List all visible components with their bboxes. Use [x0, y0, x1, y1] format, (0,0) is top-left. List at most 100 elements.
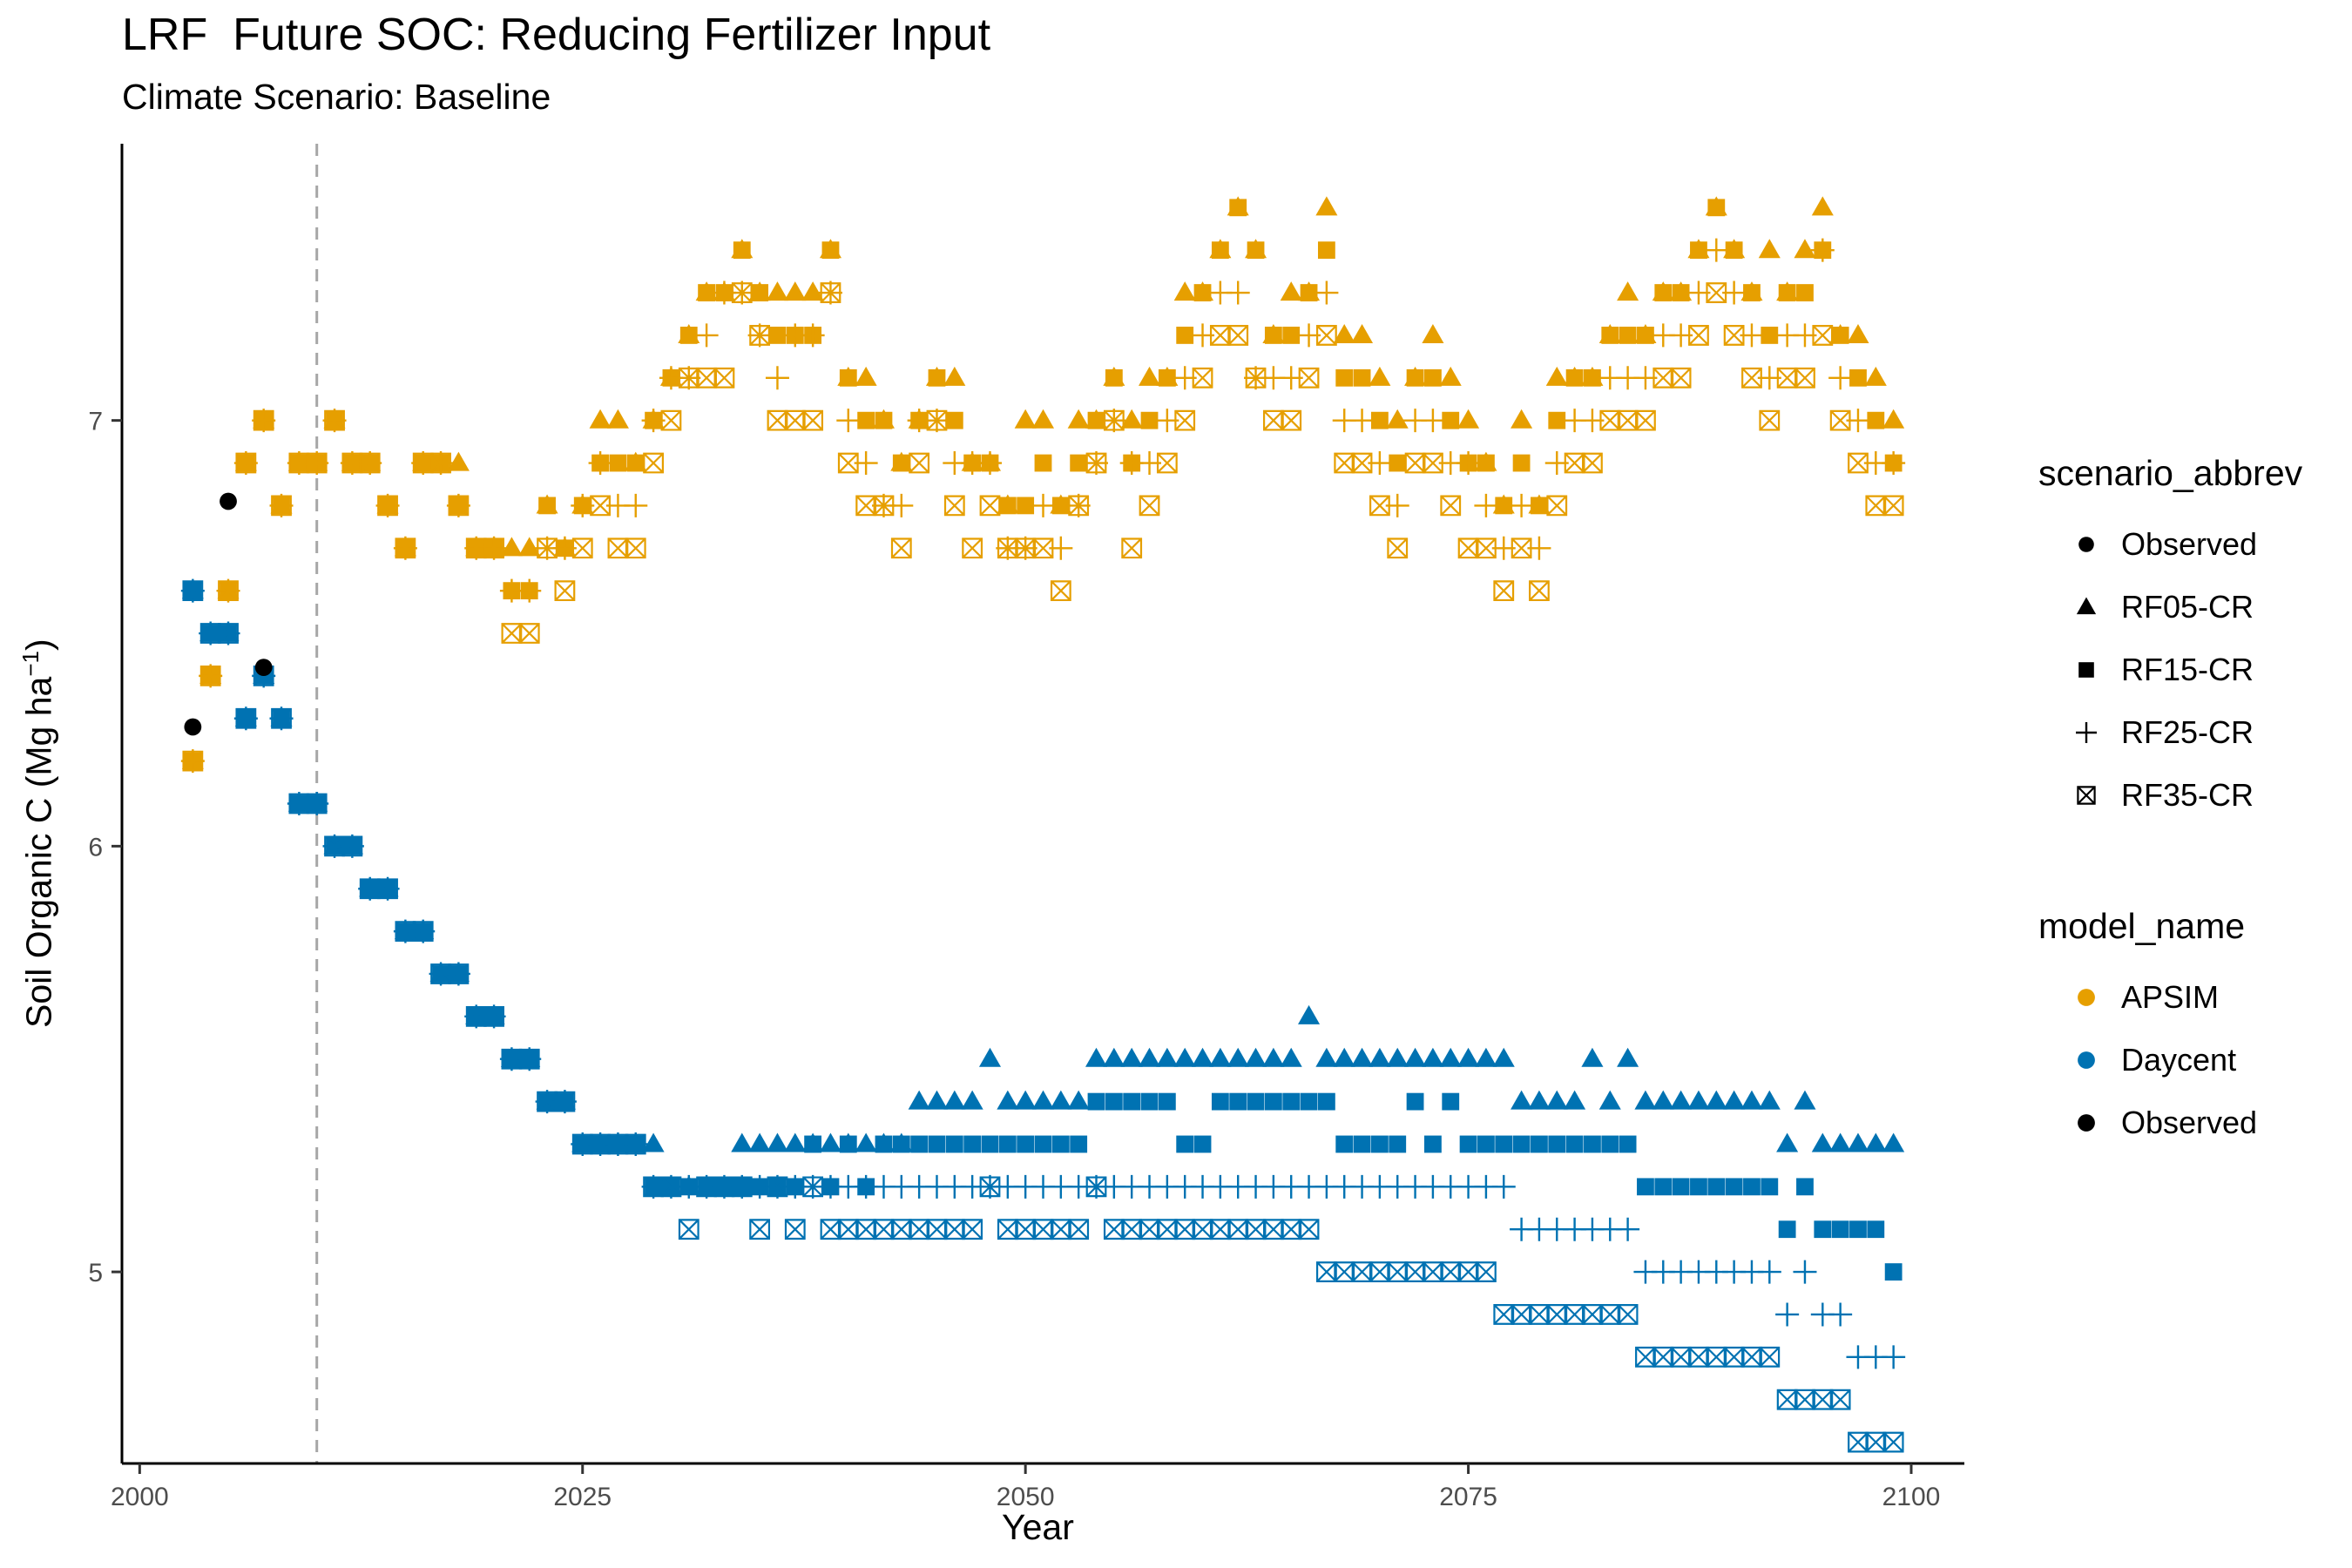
- point-apsim-rf15-cr: [1282, 327, 1301, 344]
- point-daycent-rf15-cr: [1831, 1220, 1849, 1239]
- point-apsim-rf15-cr: [1070, 454, 1088, 472]
- point-daycent-rf15-cr: [1051, 1135, 1070, 1153]
- point-daycent-rf35-cr: [1882, 1431, 1904, 1453]
- point-daycent-rf05-cr: [855, 1132, 877, 1152]
- point-apsim-rf15-cr: [1211, 241, 1229, 260]
- point-apsim-rf05-cr: [1794, 239, 1816, 259]
- point-daycent-rf15-cr: [1264, 1092, 1282, 1111]
- point-daycent-rf05-cr: [1298, 1004, 1321, 1024]
- point-daycent-rf35-cr: [997, 1219, 1018, 1240]
- legend-key-rf05-cr: [2076, 597, 2097, 615]
- point-daycent-rf35-cr: [1423, 1261, 1443, 1282]
- point-apsim-rf25-cr: [1810, 238, 1835, 262]
- point-apsim-rf15-cr: [1317, 241, 1335, 260]
- point-daycent-rf05-cr: [1315, 1047, 1338, 1067]
- point-daycent-rf05-cr: [1528, 1090, 1551, 1110]
- point-daycent-rf05-cr: [1723, 1090, 1746, 1110]
- point-daycent-rf15-cr: [1070, 1135, 1088, 1153]
- point-apsim-rf05-cr: [1351, 323, 1374, 343]
- point-daycent-rf35-cr: [1262, 1219, 1284, 1240]
- point-apsim-rf15-cr: [875, 411, 893, 429]
- point-daycent-rf35-cr: [1085, 1176, 1107, 1198]
- point-daycent-rf05-cr: [1545, 1090, 1568, 1110]
- point-apsim-rf15-cr: [892, 454, 910, 472]
- point-apsim-rf35-cr: [1334, 452, 1355, 474]
- point-apsim-rf15-cr: [733, 241, 751, 260]
- point-apsim-rf35-cr: [660, 409, 682, 431]
- point-daycent-rf05-cr: [1882, 1132, 1905, 1152]
- point-apsim-rf35-cr: [802, 409, 824, 431]
- point-apsim-rf25-cr: [854, 451, 878, 476]
- point-apsim-rf35-cr: [182, 750, 204, 772]
- point-apsim-rf25-cr: [1031, 493, 1055, 517]
- point-daycent-rf35-cr: [1794, 1389, 1815, 1410]
- point-daycent-rf15-cr: [1406, 1092, 1424, 1111]
- point-daycent-rf15-cr: [1584, 1135, 1601, 1153]
- point-apsim-rf35-cr: [1829, 409, 1851, 431]
- point-apsim-rf35-cr: [643, 452, 664, 474]
- point-apsim-rf35-cr: [1848, 452, 1869, 474]
- point-daycent-rf15-cr: [928, 1135, 946, 1153]
- point-daycent-rf25-cr: [1616, 1217, 1640, 1241]
- point-apsim-rf15-cr: [626, 454, 645, 472]
- point-daycent-rf05-cr: [1245, 1047, 1267, 1067]
- point-apsim-rf35-cr: [837, 452, 859, 474]
- point-apsim-rf05-cr: [1014, 409, 1037, 429]
- point-daycent-rf35-cr: [518, 1048, 540, 1070]
- legend-key-observed: [2078, 537, 2094, 552]
- x-tick-label: 2050: [997, 1483, 1055, 1511]
- point-daycent-rf35-cr: [1139, 1219, 1160, 1240]
- x-tick-label: 2100: [1882, 1483, 1941, 1511]
- x-axis-label: Year: [1002, 1507, 1074, 1547]
- point-apsim-rf35-cr: [1794, 367, 1815, 389]
- point-daycent-rf35-cr: [235, 707, 257, 729]
- point-apsim-rf35-cr: [1546, 495, 1568, 517]
- point-apsim-rf15-cr: [1176, 327, 1194, 344]
- point-apsim-rf15-cr: [698, 284, 716, 301]
- point-daycent-rf35-cr: [271, 707, 292, 729]
- y-axis-label-text: Soil Organic C (Mg ha: [18, 676, 59, 1028]
- point-apsim-rf05-cr: [1173, 281, 1196, 301]
- point-apsim-rf05-cr: [784, 281, 807, 301]
- point-daycent-rf05-cr: [1369, 1047, 1391, 1067]
- point-apsim-rf35-cr: [713, 367, 735, 389]
- point-daycent-rf05-cr: [1280, 1047, 1302, 1067]
- point-apsim-rf35-cr: [1882, 495, 1904, 517]
- point-apsim-rf35-cr: [1315, 325, 1337, 346]
- point-daycent-rf35-cr: [1848, 1431, 1869, 1453]
- point-apsim-rf35-cr: [926, 409, 948, 431]
- point-daycent-rf35-cr: [1741, 1346, 1762, 1368]
- point-apsim-rf15-cr: [609, 454, 627, 472]
- point-apsim-rf15-cr: [1158, 368, 1176, 387]
- point-daycent-rf35-cr: [1050, 1219, 1071, 1240]
- point-apsim-rf25-cr: [517, 578, 542, 603]
- point-daycent-rf35-cr: [1865, 1431, 1887, 1453]
- point-apsim-rf05-cr: [1758, 239, 1781, 259]
- point-daycent-rf05-cr: [1687, 1090, 1710, 1110]
- point-daycent-rf05-cr: [1829, 1132, 1852, 1152]
- point-daycent-rf35-cr: [1245, 1219, 1267, 1240]
- y-axis-label: Soil Organic C (Mg ha−1): [17, 639, 60, 1028]
- legend-shape-title: scenario_abbrev: [2038, 453, 2303, 493]
- point-apsim-rf25-cr: [1510, 493, 1534, 517]
- point-apsim-rf35-cr: [1511, 537, 1532, 559]
- point-daycent-rf05-cr: [997, 1090, 1019, 1110]
- point-daycent-rf35-cr: [962, 1219, 983, 1240]
- point-daycent-rf35-cr: [1281, 1219, 1302, 1240]
- point-daycent-rf15-cr: [910, 1135, 929, 1153]
- point-apsim-rf35-cr: [1174, 409, 1196, 431]
- point-apsim-rf35-cr: [1103, 409, 1125, 431]
- point-apsim-rf05-cr: [766, 281, 788, 301]
- point-daycent-rf15-cr: [1778, 1220, 1796, 1239]
- point-daycent-rf15-cr: [1442, 1092, 1460, 1111]
- y-tick-label: 5: [88, 1259, 103, 1288]
- point-apsim-rf35-cr: [306, 452, 328, 474]
- point-apsim-rf15-cr: [1495, 497, 1513, 515]
- point-daycent-rf35-cr: [377, 878, 398, 900]
- point-daycent-rf15-cr: [1884, 1263, 1903, 1281]
- point-daycent-rf35-cr: [749, 1219, 771, 1240]
- point-apsim-rf25-cr: [1846, 409, 1870, 433]
- point-daycent-rf35-cr: [873, 1219, 895, 1240]
